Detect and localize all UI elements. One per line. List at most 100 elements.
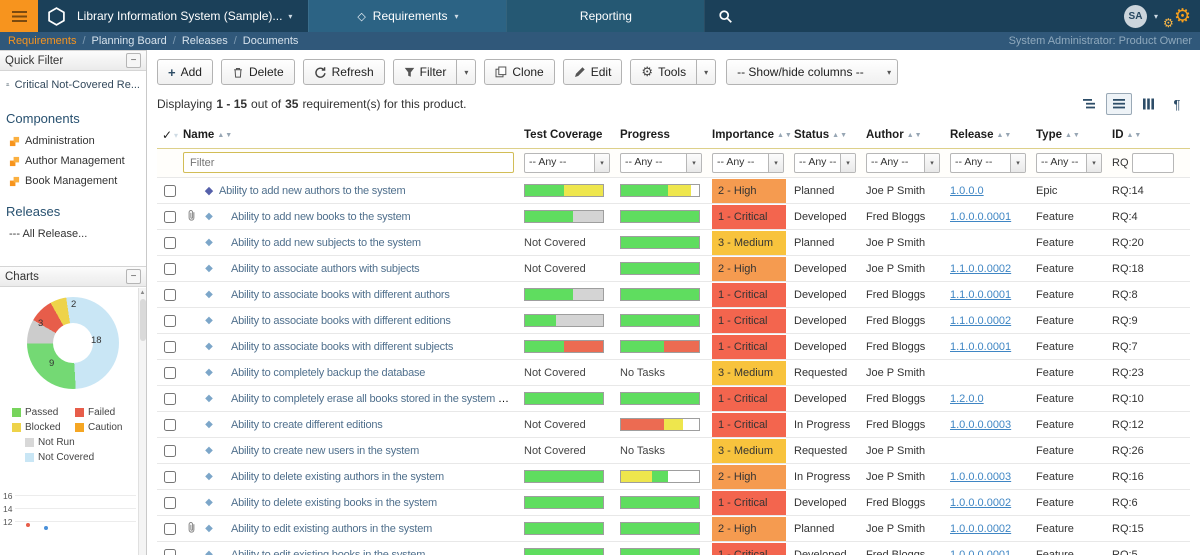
requirement-name-link[interactable]: Ability to delete existing authors in th… <box>231 471 444 483</box>
row-checkbox[interactable] <box>164 367 176 379</box>
row-checkbox[interactable] <box>164 237 176 249</box>
type-filter-select[interactable]: -- Any --▾ <box>1036 153 1102 173</box>
row-checkbox[interactable] <box>164 341 176 353</box>
id-filter-input[interactable] <box>1132 153 1174 173</box>
release-link[interactable]: 1.1.0.0.0002 <box>950 315 1011 327</box>
tab-requirements[interactable]: ◇ Requirements ▾ <box>308 0 506 32</box>
table-row[interactable]: ◆ Ability to delete existing authors in … <box>157 463 1190 489</box>
view-list-button[interactable] <box>1106 93 1132 115</box>
table-row[interactable]: ◆ Ability to associate books with differ… <box>157 281 1190 307</box>
column-header-progress[interactable]: Progress <box>620 129 712 141</box>
importance-filter-select[interactable]: -- Any --▾ <box>712 153 784 173</box>
view-hierarchy-button[interactable] <box>1077 93 1103 115</box>
requirement-name-link[interactable]: Ability to edit existing books in the sy… <box>231 549 425 555</box>
app-logo[interactable] <box>38 0 75 32</box>
table-row[interactable]: ◆ Ability to add new authors to the syst… <box>157 177 1190 203</box>
coverage-filter-select[interactable]: -- Any --▾ <box>524 153 610 173</box>
table-row[interactable]: ◆ Ability to associate books with differ… <box>157 307 1190 333</box>
row-checkbox[interactable] <box>164 419 176 431</box>
search-button[interactable] <box>704 0 746 32</box>
delete-button[interactable]: Delete <box>221 59 295 85</box>
requirement-name-link[interactable]: Ability to add new books to the system <box>231 211 411 223</box>
sort-arrows-icon[interactable]: ▲▼ <box>777 132 793 139</box>
column-header-author[interactable]: Author▲▼ <box>866 129 950 141</box>
name-filter-input[interactable] <box>183 152 514 173</box>
sort-arrows-icon[interactable]: ▲▼ <box>217 132 233 139</box>
scroll-thumb[interactable] <box>140 299 146 341</box>
sort-arrows-icon[interactable]: ▲▼ <box>1065 132 1081 139</box>
scroll-up-arrow[interactable]: ▲ <box>140 288 146 296</box>
charts-scrollbar[interactable]: ▲ <box>138 288 146 555</box>
requirement-name-link[interactable]: Ability to delete existing books in the … <box>231 497 437 509</box>
breadcrumb-item-documents[interactable]: Documents <box>243 35 299 47</box>
row-checkbox[interactable] <box>164 445 176 457</box>
status-filter-select[interactable]: -- Any --▾ <box>794 153 856 173</box>
row-checkbox[interactable] <box>164 263 176 275</box>
view-document-button[interactable]: ¶ <box>1164 93 1190 115</box>
filter-button[interactable]: Filter <box>393 59 458 85</box>
requirement-name-link[interactable]: Ability to add new authors to the system <box>219 185 405 197</box>
sort-arrows-icon[interactable]: ▲▼ <box>996 132 1012 139</box>
requirement-name-link[interactable]: Ability to create different editions <box>231 419 383 431</box>
requirement-name-link[interactable]: Ability to associate books with differen… <box>231 315 451 327</box>
tab-reporting[interactable]: Reporting <box>506 0 704 32</box>
release-link[interactable]: 1.0.0.0 <box>950 185 984 197</box>
collapse-panel-button[interactable]: − <box>126 269 141 284</box>
sort-arrows-icon[interactable]: ▲▼ <box>907 132 923 139</box>
requirement-name-link[interactable]: Ability to completely erase all books st… <box>231 393 524 405</box>
column-header-id[interactable]: ID▲▼ <box>1112 129 1190 141</box>
clone-button[interactable]: Clone <box>484 59 554 85</box>
release-link[interactable]: 1.0.0.0.0002 <box>950 497 1011 509</box>
requirement-name-link[interactable]: Ability to add new subjects to the syste… <box>231 237 421 249</box>
release-link[interactable]: 1.2.0.0 <box>950 393 984 405</box>
table-row[interactable]: ◆ Ability to create different editions N… <box>157 411 1190 437</box>
row-checkbox[interactable] <box>164 315 176 327</box>
sidebar-item-author-management[interactable]: Author Management <box>0 151 146 171</box>
quick-filter-item-critical-not-covered[interactable]: Critical Not-Covered Re... <box>0 71 146 98</box>
table-row[interactable]: ◆ Ability to add new books to the system… <box>157 203 1190 229</box>
avatar[interactable]: SA <box>1124 5 1147 28</box>
collapse-panel-button[interactable]: − <box>126 53 141 68</box>
table-row[interactable]: ◆ Ability to associate books with differ… <box>157 333 1190 359</box>
row-checkbox[interactable] <box>164 289 176 301</box>
column-header-status[interactable]: Status▲▼ <box>794 129 866 141</box>
table-row[interactable]: ◆ Ability to add new subjects to the sys… <box>157 229 1190 255</box>
release-link[interactable]: 1.1.0.0.0001 <box>950 341 1011 353</box>
release-link[interactable]: 1.0.0.0.0003 <box>950 471 1011 483</box>
settings-gears-icon[interactable]: ⚙ ⚙ <box>1165 7 1191 26</box>
refresh-button[interactable]: Refresh <box>303 59 385 85</box>
row-checkbox[interactable] <box>164 549 176 555</box>
breadcrumb-item-planning-board[interactable]: Planning Board <box>92 35 167 47</box>
select-all-header[interactable]: ✓ ▾ <box>157 128 183 142</box>
table-row[interactable]: ◆ Ability to completely backup the datab… <box>157 359 1190 385</box>
author-filter-select[interactable]: -- Any --▾ <box>866 153 940 173</box>
table-row[interactable]: ◆ Ability to create new users in the sys… <box>157 437 1190 463</box>
filter-dropdown-button[interactable]: ▾ <box>457 59 476 85</box>
table-row[interactable]: ◆ Ability to delete existing books in th… <box>157 489 1190 515</box>
sidebar-item-administration[interactable]: Administration <box>0 131 146 151</box>
column-header-coverage[interactable]: Test Coverage <box>524 129 620 141</box>
sidebar-item-book-management[interactable]: Book Management <box>0 171 146 191</box>
add-button[interactable]: + Add <box>157 59 213 85</box>
edit-button[interactable]: Edit <box>563 59 623 85</box>
column-header-importance[interactable]: Importance▲▼ <box>712 129 794 141</box>
row-checkbox[interactable] <box>164 497 176 509</box>
column-header-type[interactable]: Type▲▼ <box>1036 129 1112 141</box>
requirement-name-link[interactable]: Ability to completely backup the databas… <box>231 367 425 379</box>
sort-arrows-icon[interactable]: ▲▼ <box>832 132 848 139</box>
sort-arrows-icon[interactable]: ▲▼ <box>1127 132 1143 139</box>
view-columns-button[interactable] <box>1135 93 1161 115</box>
row-checkbox[interactable] <box>164 523 176 535</box>
release-link[interactable]: 1.0.0.0.0001 <box>950 549 1011 555</box>
progress-filter-select[interactable]: -- Any --▾ <box>620 153 702 173</box>
tools-button[interactable]: ⚙ Tools <box>630 59 697 85</box>
row-checkbox[interactable] <box>164 185 176 197</box>
table-row[interactable]: ◆ Ability to associate authors with subj… <box>157 255 1190 281</box>
sidebar-item-all-releases[interactable]: --- All Release... <box>0 224 146 244</box>
requirement-name-link[interactable]: Ability to create new users in the syste… <box>231 445 419 457</box>
release-link[interactable]: 1.0.0.0.0001 <box>950 211 1011 223</box>
requirement-name-link[interactable]: Ability to associate books with differen… <box>231 341 453 353</box>
requirement-name-link[interactable]: Ability to associate authors with subjec… <box>231 263 419 275</box>
release-link[interactable]: 1.1.0.0.0002 <box>950 263 1011 275</box>
breadcrumb-item-requirements[interactable]: Requirements <box>8 35 76 47</box>
